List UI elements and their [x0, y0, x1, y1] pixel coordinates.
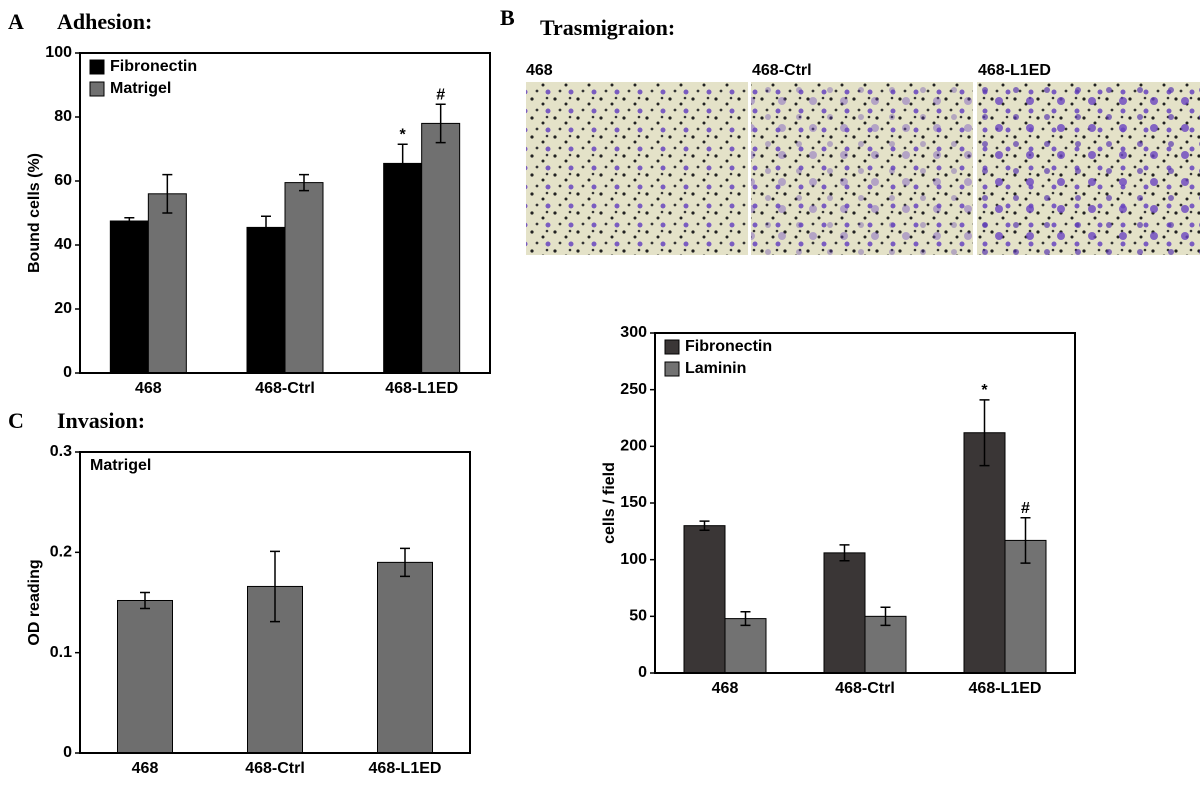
y-axis-label: Bound cells (%) — [26, 153, 43, 273]
error-bar — [400, 547, 410, 578]
panel-heading: Trasmigraion: — [540, 15, 675, 40]
panel-letter: B — [500, 5, 515, 30]
y-tick-label: 40 — [54, 236, 72, 253]
y-tick-label: 100 — [620, 551, 647, 568]
image-label: 468-L1ED — [978, 62, 1051, 79]
micrograph-overlay — [751, 82, 973, 255]
y-tick-label: 60 — [54, 172, 72, 189]
x-tick-label: 468 — [712, 680, 739, 697]
panel-heading: Adhesion: — [57, 9, 152, 34]
panel-letter: A — [8, 9, 24, 34]
bar — [284, 182, 324, 374]
x-tick-label: 468-Ctrl — [255, 380, 315, 397]
legend-swatch — [664, 339, 680, 355]
legend-label: Fibronectin — [685, 338, 772, 355]
error-bar — [299, 173, 309, 192]
error-bar — [1020, 516, 1031, 564]
bar — [246, 226, 286, 374]
significance-marker: # — [1021, 500, 1030, 517]
y-tick-label: 0.3 — [50, 443, 72, 460]
x-tick-label: 468 — [135, 380, 162, 397]
x-tick-label: 468-L1ED — [969, 680, 1042, 697]
y-tick-label: 50 — [629, 608, 647, 625]
error-bar — [740, 611, 751, 627]
error-bar — [140, 591, 150, 610]
error-bar — [124, 217, 135, 225]
y-tick-label: 80 — [54, 108, 72, 125]
micrographs — [526, 82, 1200, 255]
micrograph-overlay — [977, 82, 1200, 255]
error-bar — [880, 606, 891, 627]
y-tick-label: 300 — [620, 324, 647, 341]
error-bar — [435, 103, 446, 144]
plot-frame — [79, 52, 491, 374]
y-tick-label: 200 — [620, 438, 647, 455]
bar — [377, 561, 433, 754]
legend-swatch — [89, 59, 105, 75]
y-tick-label: 0 — [63, 364, 72, 381]
bar — [724, 618, 767, 674]
y-tick-label: 0.1 — [50, 644, 72, 661]
y-tick-label: 0 — [638, 664, 647, 681]
y-tick-label: 250 — [620, 381, 647, 398]
micrograph — [526, 82, 748, 255]
y-tick-label: 100 — [45, 44, 72, 61]
x-tick-label: 468 — [132, 760, 159, 777]
error-bar — [839, 544, 850, 562]
legend-label: Laminin — [685, 360, 746, 377]
y-tick-label: 20 — [54, 300, 72, 317]
legend-label: Matrigel — [110, 80, 171, 97]
bar — [109, 220, 149, 374]
bar — [683, 525, 726, 674]
panel-heading: Invasion: — [57, 408, 145, 433]
error-bar — [979, 399, 990, 467]
x-tick-label: 468-L1ED — [369, 760, 442, 777]
error-bar — [699, 520, 710, 531]
panel-letter: C — [8, 408, 24, 433]
error-bar — [270, 550, 280, 623]
legend-label: Fibronectin — [110, 58, 197, 75]
plot-frame — [654, 332, 1076, 674]
bar — [421, 122, 461, 374]
legend-swatch — [664, 361, 680, 377]
x-tick-label: 468-Ctrl — [245, 760, 305, 777]
significance-marker: * — [981, 382, 988, 399]
bar — [383, 162, 423, 374]
y-tick-label: 0.2 — [50, 544, 72, 561]
error-bar — [397, 143, 408, 184]
error-bar — [261, 215, 271, 240]
significance-marker: * — [400, 126, 407, 143]
legend-label: Matrigel — [90, 457, 151, 474]
y-axis-label: cells / field — [601, 462, 618, 544]
y-axis-label: OD reading — [26, 559, 43, 645]
image-label: 468-Ctrl — [752, 62, 812, 79]
y-tick-label: 0 — [63, 744, 72, 761]
bar — [117, 599, 173, 754]
y-tick-label: 150 — [620, 494, 647, 511]
bar — [147, 193, 187, 374]
significance-marker: # — [436, 86, 445, 103]
error-bar — [162, 173, 173, 214]
plot-frame — [79, 451, 471, 754]
bar — [963, 432, 1006, 674]
bar — [823, 552, 866, 674]
x-tick-label: 468-Ctrl — [835, 680, 895, 697]
image-label: 468 — [526, 62, 553, 79]
x-tick-label: 468-L1ED — [385, 380, 458, 397]
legend-swatch — [89, 81, 105, 97]
